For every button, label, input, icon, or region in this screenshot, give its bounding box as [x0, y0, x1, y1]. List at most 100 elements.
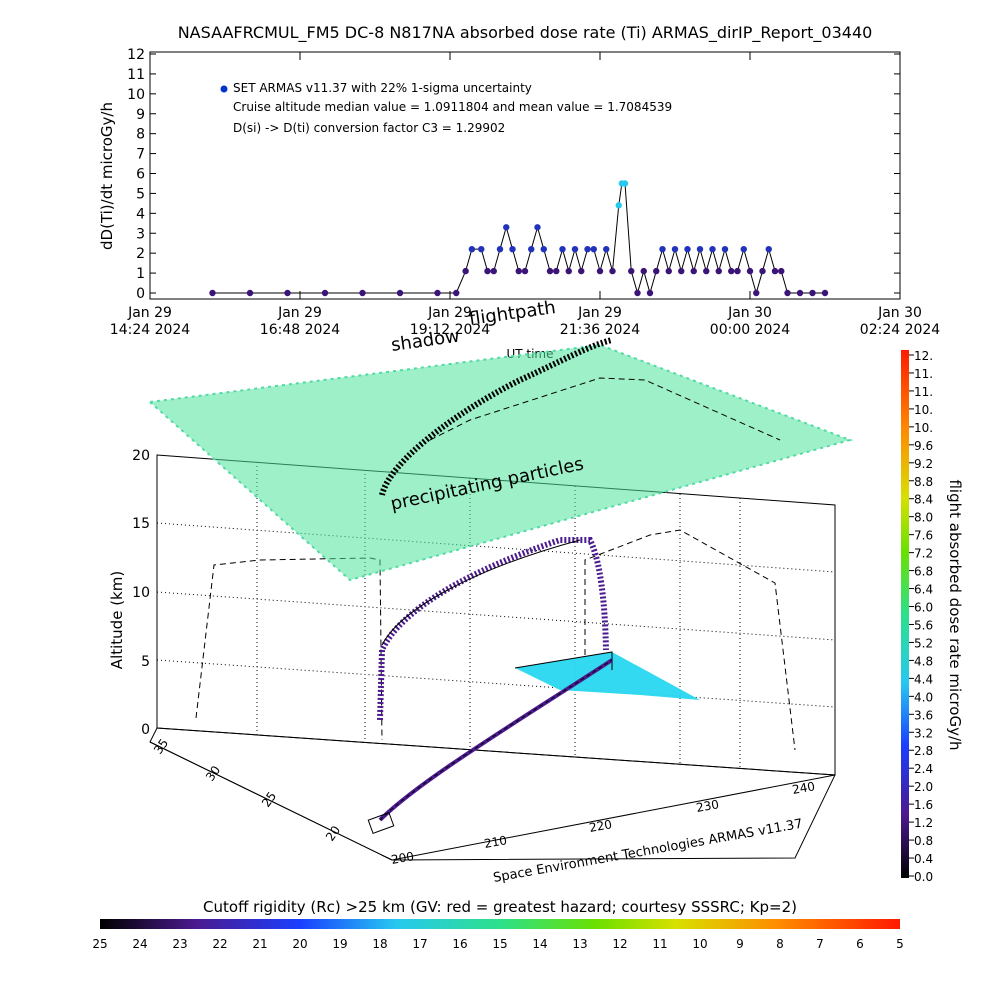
wall-projection-left — [195, 557, 383, 741]
data-point — [553, 267, 560, 275]
plot-frame — [149, 51, 901, 300]
z-axis-label: Altitude (km) — [108, 571, 126, 669]
data-point — [621, 180, 629, 187]
dose-colorbar-label: flight absorbed dose rate microGy/h — [946, 479, 964, 750]
plot-3d: flightpath shadow precipitating particle… — [108, 297, 854, 886]
colorbar-tick-label: 9.6 — [914, 439, 933, 453]
cutoff-tick-label: 13 — [572, 937, 587, 951]
chart-title: NASAAFRCMUL_FM5 DC-8 N817NA absorbed dos… — [178, 23, 873, 43]
series-line — [212, 182, 825, 295]
data-point — [653, 267, 660, 275]
data-point — [578, 267, 585, 275]
z-tick: 15 — [132, 516, 150, 532]
data-point — [640, 267, 647, 275]
y-tick-label: 3 — [136, 226, 145, 242]
cutoff-tick-label: 18 — [372, 937, 387, 951]
dose-colorbar-ticks: 0.0 0.4 0.8 1.2 1.6 2.0 2.4 2.8 3.2 3.6 4.0 4.4 4.8 5… — [909, 349, 933, 884]
y-tick-label: 12 — [127, 47, 145, 63]
annotation-flightpath: flightpath — [468, 297, 557, 330]
x-tick-time: 14:24 2024 — [110, 322, 191, 338]
lon-tick: 210 — [483, 833, 508, 851]
data-point — [209, 289, 216, 297]
cutoff-tick-label: 22 — [212, 937, 227, 951]
data-point — [246, 289, 254, 297]
data-point — [715, 267, 722, 275]
z-tick: 5 — [141, 654, 150, 670]
colorbar-tick-label: 8.0 — [914, 511, 933, 525]
dose-colorbar — [901, 350, 909, 878]
cutoff-tick-label: 10 — [692, 937, 707, 951]
x-tick-time: 21:36 2024 — [560, 322, 641, 338]
data-point — [434, 289, 441, 297]
data-point — [765, 245, 772, 253]
data-point — [784, 289, 791, 297]
data-point — [678, 267, 685, 275]
data-point — [546, 267, 554, 275]
colorbar-tick-label: 5.2 — [914, 636, 933, 650]
data-point — [703, 267, 710, 275]
cutoff-bar-label: Cutoff rigidity (Rc) >25 km (GV: red = g… — [203, 898, 797, 916]
series-layer — [209, 180, 829, 297]
data-point — [484, 267, 491, 275]
data-point — [321, 289, 329, 297]
cutoff-tick-label: 7 — [816, 937, 824, 951]
cutoff-tick-label: 16 — [452, 937, 467, 951]
data-point — [709, 245, 716, 253]
data-point — [615, 202, 622, 209]
data-point — [684, 245, 691, 253]
lat-axis-line — [149, 741, 393, 861]
z-tick: 10 — [132, 585, 150, 601]
cutoff-tick-label: 6 — [856, 937, 864, 951]
colorbar-tick-label: 2.0 — [914, 780, 933, 794]
data-point — [284, 289, 291, 297]
data-point — [628, 267, 635, 275]
colorbar-tick-label: 0.4 — [914, 852, 933, 866]
annotation-median-mean: Cruise altitude median value = 1.0911804… — [233, 100, 672, 114]
data-point — [584, 245, 591, 253]
colorbar-tick-label: 5.6 — [914, 618, 933, 632]
cutoff-tick-label: 21 — [252, 937, 267, 951]
colorbar-tick-label: 8.4 — [914, 493, 933, 507]
x-tick-day: Jan 29 — [277, 305, 322, 321]
y-tick-label: 5 — [136, 186, 145, 202]
cutoff-tick-label: 14 — [532, 937, 547, 951]
data-point — [540, 245, 547, 253]
lon-axis-line — [391, 774, 836, 861]
data-point — [746, 267, 754, 275]
lon-tick: 220 — [588, 817, 613, 835]
data-point — [665, 267, 672, 275]
colorbar-tick-label: 11. — [914, 367, 933, 381]
colorbar-tick-label: 1.2 — [914, 816, 933, 830]
y-tick-label: 8 — [136, 127, 145, 143]
y-tick-label: 0 — [136, 286, 145, 302]
colorbar-tick-label: 4.8 — [914, 654, 933, 668]
data-point — [690, 267, 697, 275]
lat-tick: 25 — [259, 789, 279, 810]
shadow-track — [378, 658, 614, 822]
colorbar-tick-label: 6.4 — [914, 583, 933, 597]
flight-path — [377, 537, 609, 721]
cutoff-colorbar-ticks: 25 24 23 22 21 20 19 18 17 16 15 14 13 12 11 10 9 8 7 6 5 — [92, 937, 903, 951]
colorbar-tick-label: 1.6 — [914, 798, 933, 812]
colorbar-tick-label: 7.6 — [914, 529, 933, 543]
x-tick-day: Jan 29 — [127, 305, 172, 321]
cutoff-tick-label: 5 — [896, 937, 904, 951]
cutoff-tick-label: 19 — [332, 937, 347, 951]
y-tick-label: 9 — [136, 107, 145, 123]
y-tick-label: 11 — [127, 67, 145, 83]
data-point — [759, 267, 766, 275]
x-tick-day: Jan 29 — [427, 305, 472, 321]
lat-tick: 20 — [323, 823, 343, 844]
data-point — [496, 245, 504, 253]
y-tick-label: 1 — [136, 266, 145, 282]
colorbar-tick-label: 4.4 — [914, 672, 933, 686]
colorbar-tick-label: 12. — [914, 349, 933, 363]
lat-tick: 30 — [203, 763, 223, 784]
lon-tick: 200 — [390, 849, 415, 867]
colorbar-tick-label: 2.4 — [914, 762, 933, 776]
cutoff-tick-label: 17 — [412, 937, 427, 951]
colorbar-tick-label: 7.2 — [914, 547, 933, 561]
data-point — [468, 245, 476, 253]
